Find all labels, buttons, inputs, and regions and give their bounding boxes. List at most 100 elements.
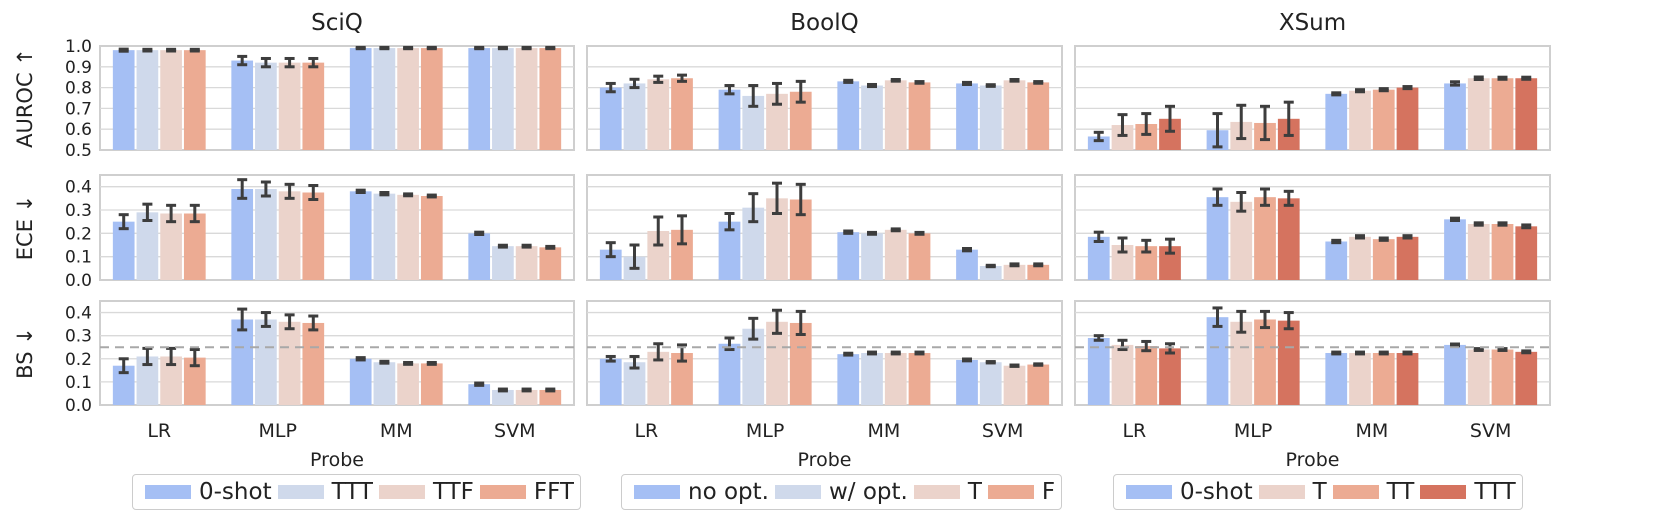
bar-mlp-0-shot — [231, 60, 254, 151]
legend-item: TTF — [373, 479, 474, 505]
bar-svm-TT — [1491, 224, 1514, 280]
x-tick-label: MLP — [1234, 420, 1272, 442]
legend-label: 0-shot — [1180, 479, 1253, 505]
bar-mlp-FFT — [302, 192, 325, 280]
panel-title-xsum: XSum — [1279, 10, 1346, 36]
legend-swatch — [774, 485, 821, 499]
bar-mlp-F — [789, 91, 812, 150]
bar-mm-w/ opt. — [861, 233, 883, 280]
bar-mm-F — [908, 233, 931, 280]
x-tick-label: SVM — [1470, 420, 1511, 442]
legend-swatch — [987, 485, 1034, 499]
bar-mm-no opt. — [837, 354, 860, 405]
panel-boolq-row-1 — [586, 174, 1063, 281]
legend-swatch — [1420, 485, 1467, 499]
legend-item: 0-shot — [1120, 479, 1253, 505]
bar-mm-0-shot — [1325, 93, 1348, 150]
bar-mlp-TT — [1254, 197, 1276, 280]
legend-item: F — [982, 479, 1055, 505]
bar-mlp-T — [766, 93, 788, 150]
x-axis-label: Probe — [310, 449, 364, 471]
bar-svm-no opt. — [956, 83, 978, 150]
bar-svm-0-shot — [1444, 83, 1466, 150]
bar-svm-w/ opt. — [979, 266, 1002, 280]
y-tick-label: 0.3 — [65, 201, 92, 221]
bar-svm-TTF — [515, 48, 538, 150]
y-axis-label: BS ↓ — [13, 327, 37, 379]
bar-lr-TTT — [1159, 246, 1181, 280]
y-tick-label: 0.6 — [65, 120, 92, 140]
bar-svm-T — [1467, 78, 1490, 150]
panel-boolq-row-0 — [586, 45, 1063, 151]
bar-mm-TTT — [1396, 87, 1419, 150]
legend-item: 0-shot — [139, 479, 272, 505]
bar-svm-0-shot — [1444, 219, 1466, 280]
y-tick-label: 0.1 — [65, 248, 92, 268]
legend-item: FFT — [474, 479, 574, 505]
legend-item: TTT — [272, 479, 373, 505]
bar-mlp-T — [1230, 201, 1253, 280]
legend-label: TTF — [432, 479, 474, 505]
x-tick-label: LR — [147, 420, 171, 442]
y-tick-label: 0.3 — [65, 327, 92, 347]
legend-xsum: 0-shot T TT TTT — [1113, 474, 1523, 510]
legend-swatch — [1332, 485, 1379, 499]
bar-lr-TTT — [136, 356, 159, 405]
legend-label: TT — [1386, 479, 1415, 505]
legend-swatch — [1258, 485, 1305, 499]
bar-svm-0-shot — [1444, 344, 1466, 405]
panel-xsum-row-1 — [1074, 174, 1551, 281]
bar-mm-FFT — [420, 48, 443, 150]
legend-swatch — [479, 485, 526, 499]
bar-mlp-TTT — [255, 319, 277, 405]
legend-label: F — [1041, 479, 1056, 505]
x-tick-label: MM — [867, 420, 900, 442]
panel-xsum-row-0 — [1074, 45, 1551, 151]
bar-svm-TTF — [515, 246, 538, 280]
bar-lr-w/ opt. — [623, 362, 646, 405]
bar-mlp-T — [766, 198, 788, 280]
bar-svm-FFT — [539, 48, 562, 150]
bar-mlp-TTT — [1277, 320, 1300, 405]
bar-svm-TTT — [492, 48, 514, 150]
bar-lr-T — [647, 79, 670, 150]
bar-mm-FFT — [420, 363, 443, 405]
bar-svm-TTT — [1515, 351, 1538, 405]
bar-mm-no opt. — [837, 81, 860, 150]
legend-item: TTT — [1414, 479, 1516, 505]
bar-mlp-FFT — [302, 62, 325, 150]
bar-mm-TTT — [373, 362, 396, 405]
legend-item: w/ opt. — [769, 479, 908, 505]
legend-label: TTT — [1474, 479, 1516, 505]
x-axis-label: Probe — [1286, 449, 1340, 471]
bar-mlp-TTF — [278, 321, 301, 405]
bar-lr-FFT — [183, 213, 206, 280]
bar-lr-0-shot — [1087, 236, 1110, 280]
x-tick-label: MM — [380, 420, 413, 442]
legend-swatch — [145, 485, 191, 499]
bar-mm-w/ opt. — [861, 353, 883, 405]
bar-mm-TT — [1372, 89, 1395, 150]
bar-lr-TTF — [160, 50, 182, 150]
y-tick-label: 0.5 — [65, 141, 92, 161]
legend-item: TT — [1327, 479, 1415, 505]
bar-svm-T — [1467, 349, 1490, 405]
legend-boolq: no opt. w/ opt. T F — [621, 474, 1063, 510]
bar-lr-no opt. — [599, 358, 622, 405]
bar-mlp-TTT — [1277, 198, 1300, 280]
bar-mm-T — [1349, 90, 1371, 150]
bar-mlp-F — [789, 322, 812, 405]
bar-mm-F — [908, 353, 931, 405]
bar-mlp-TTT — [255, 62, 277, 150]
bar-mm-TTF — [397, 363, 419, 405]
bar-svm-T — [1003, 264, 1026, 280]
bar-mm-TTT — [1396, 236, 1419, 280]
legend-label: T — [967, 479, 982, 505]
bar-lr-T — [1111, 344, 1134, 405]
bar-svm-TTF — [515, 389, 538, 405]
y-tick-label: 0.0 — [65, 271, 92, 291]
bar-mm-T — [884, 80, 907, 150]
bar-lr-TTT — [136, 50, 159, 150]
y-tick-label: 0.4 — [65, 178, 92, 198]
